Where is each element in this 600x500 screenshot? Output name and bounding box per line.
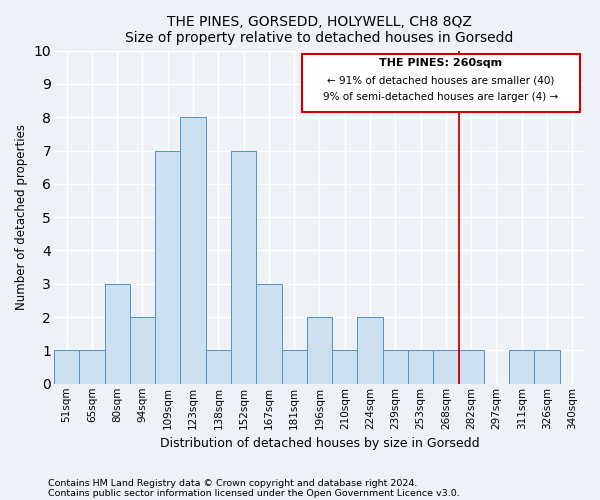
Bar	[231, 150, 256, 384]
Text: 9% of semi-detached houses are larger (4) →: 9% of semi-detached houses are larger (4…	[323, 92, 559, 102]
Bar	[54, 350, 79, 384]
Bar	[358, 317, 383, 384]
Bar	[535, 350, 560, 384]
Bar	[332, 350, 358, 384]
FancyBboxPatch shape	[302, 54, 580, 112]
Bar	[408, 350, 433, 384]
Bar	[383, 350, 408, 384]
Y-axis label: Number of detached properties: Number of detached properties	[15, 124, 28, 310]
Text: ← 91% of detached houses are smaller (40): ← 91% of detached houses are smaller (40…	[327, 76, 554, 86]
Bar	[155, 150, 181, 384]
Bar	[256, 284, 281, 384]
X-axis label: Distribution of detached houses by size in Gorsedd: Distribution of detached houses by size …	[160, 437, 479, 450]
Text: Contains public sector information licensed under the Open Government Licence v3: Contains public sector information licen…	[48, 488, 460, 498]
Bar	[130, 317, 155, 384]
Bar	[509, 350, 535, 384]
Title: THE PINES, GORSEDD, HOLYWELL, CH8 8QZ
Size of property relative to detached hous: THE PINES, GORSEDD, HOLYWELL, CH8 8QZ Si…	[125, 15, 514, 45]
Bar	[79, 350, 104, 384]
Text: Contains HM Land Registry data © Crown copyright and database right 2024.: Contains HM Land Registry data © Crown c…	[48, 478, 418, 488]
Bar	[281, 350, 307, 384]
Bar	[181, 117, 206, 384]
Bar	[433, 350, 458, 384]
Text: THE PINES: 260sqm: THE PINES: 260sqm	[379, 58, 502, 68]
Bar	[458, 350, 484, 384]
Bar	[307, 317, 332, 384]
Bar	[104, 284, 130, 384]
Bar	[206, 350, 231, 384]
